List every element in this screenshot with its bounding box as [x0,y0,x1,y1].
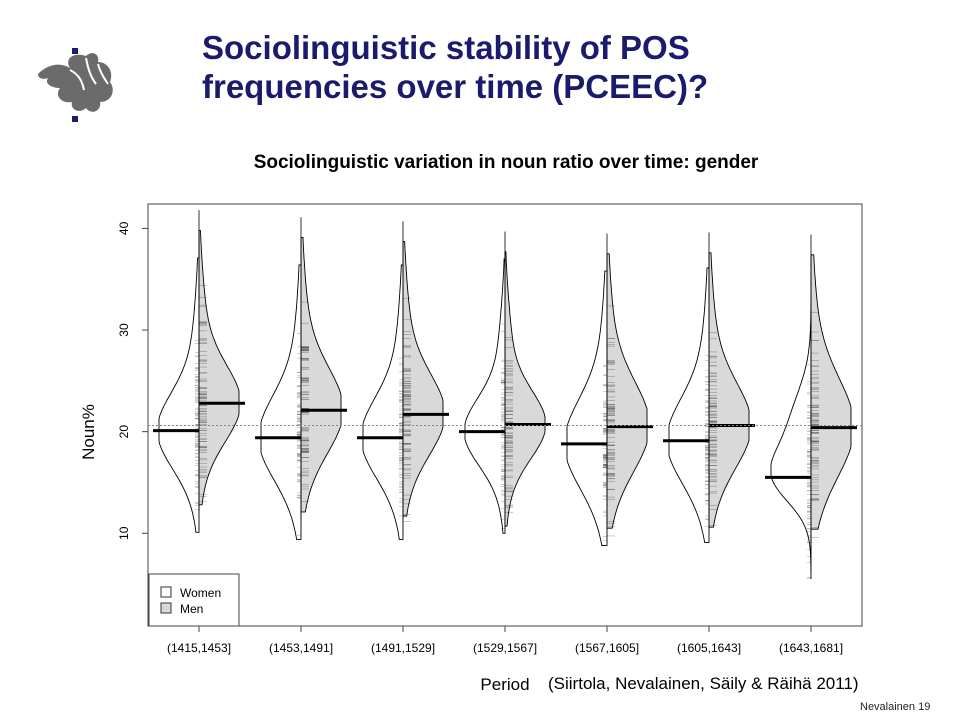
x-tick-label: (1605,1643] [677,641,741,655]
slide-title: Sociolinguistic stability of POS frequen… [202,28,902,106]
bean-men [504,251,546,527]
x-tick-label: (1491,1529] [371,641,435,655]
bean-women [566,270,608,546]
legend-swatch-men [160,602,172,614]
y-tick-label: 10 [117,526,131,540]
slide-title-line-1: Sociolinguistic stability of POS [202,29,690,66]
logo-dot-icon [72,116,78,122]
legend-box [148,573,240,627]
legend-swatch-women [160,586,172,598]
y-tick-label: 30 [117,323,131,337]
legend-label-men: Men [180,602,203,616]
bean-men [402,241,444,517]
legend-label-women: Women [180,586,221,600]
chart-panel: Sociolinguistic variation in noun ratio … [64,122,906,714]
x-tick-label: (1453,1491] [269,641,333,655]
bean-men [810,254,852,530]
citation: (Siirtola, Nevalainen, Säily & Räihä 201… [548,674,859,693]
bean-men [198,229,240,506]
x-tick-label: (1643,1681] [779,641,843,655]
bean-women [464,258,506,534]
bean-women [260,264,302,540]
bean-women [158,257,200,533]
x-axis-label: Period [480,675,529,694]
legend: Women Men [148,573,240,627]
bean-women [770,304,812,580]
beanplot-chart: Sociolinguistic variation in noun ratio … [79,152,863,694]
x-tick-label: (1415,1453] [167,641,231,655]
chart-title: Sociolinguistic variation in noun ratio … [254,152,759,173]
bean-men [606,253,648,529]
slide-title-line-2: frequencies over time (PCEEC)? [202,68,709,105]
logo-dot-icon [72,48,78,54]
x-tick-label: (1567,1605] [575,641,639,655]
axes-layer: 10 20 30 40 (1415,1453] (1453,1491] (1491,1529… [117,221,862,655]
bean-women [668,267,710,543]
flame-detail [69,57,109,91]
bean-men [300,237,342,513]
flame-shape [38,53,113,112]
x-tick-label: (1529,1567] [473,641,537,655]
bean-women [362,264,404,540]
y-axis-label: Noun% [79,404,98,460]
y-tick-label: 40 [117,221,131,235]
university-of-helsinki-flame-icon [38,48,113,122]
beans-layer [153,210,857,580]
y-tick-label: 20 [117,425,131,439]
bean-men [708,252,750,528]
footer-page-label: Nevalainen 19 [860,701,931,713]
